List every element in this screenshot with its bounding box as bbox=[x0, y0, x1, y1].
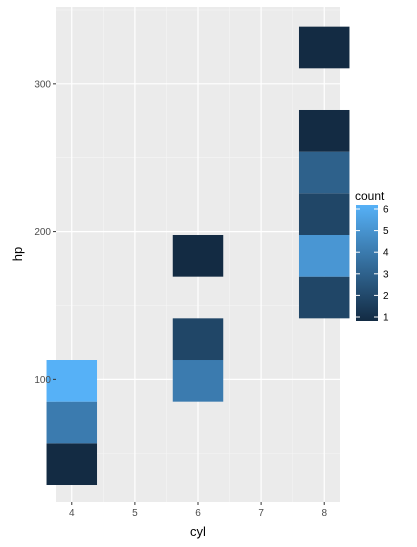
heatmap-tile bbox=[298, 234, 350, 277]
legend-colorbar bbox=[356, 205, 378, 321]
heatmap-tile bbox=[172, 360, 224, 402]
legend-tick-label: 2 bbox=[383, 291, 389, 302]
x-axis: 4 5 6 7 8 bbox=[69, 502, 327, 519]
heatmap-tile bbox=[172, 234, 224, 277]
heatmap-tile bbox=[172, 318, 224, 361]
heatmap-tile bbox=[46, 401, 98, 444]
legend-tick-label: 3 bbox=[383, 269, 389, 280]
x-tick-label: 5 bbox=[132, 508, 138, 519]
heatmap-tile bbox=[46, 360, 98, 402]
legend-tick-label: 4 bbox=[383, 248, 389, 259]
y-tick-label: 200 bbox=[34, 227, 51, 238]
heatmap-tile bbox=[298, 276, 350, 319]
x-tick-label: 8 bbox=[321, 508, 327, 519]
x-tick-label: 6 bbox=[195, 508, 201, 519]
heatmap-tile bbox=[46, 443, 98, 486]
x-tick-label: 7 bbox=[258, 508, 264, 519]
x-tick-label: 4 bbox=[69, 508, 75, 519]
y-axis-title: hp bbox=[10, 247, 25, 261]
legend-tick-label: 5 bbox=[383, 226, 389, 237]
legend-ticks: 1 2 3 4 5 6 bbox=[356, 205, 389, 324]
y-axis: 100 200 300 bbox=[34, 79, 56, 386]
legend-title: count bbox=[355, 189, 385, 203]
heatmap-tile bbox=[298, 26, 350, 69]
y-tick-label: 100 bbox=[34, 375, 51, 386]
legend: count 1 2 3 4 5 6 bbox=[355, 189, 389, 324]
heatmap-tile bbox=[298, 193, 350, 235]
heatmap-tile bbox=[298, 109, 350, 152]
legend-tick-label: 6 bbox=[383, 205, 389, 216]
legend-tick-label: 1 bbox=[383, 313, 389, 324]
heatmap-tiles bbox=[46, 26, 350, 486]
x-axis-title: cyl bbox=[190, 524, 206, 539]
y-tick-label: 300 bbox=[34, 79, 51, 90]
heatmap-tile bbox=[298, 151, 350, 194]
